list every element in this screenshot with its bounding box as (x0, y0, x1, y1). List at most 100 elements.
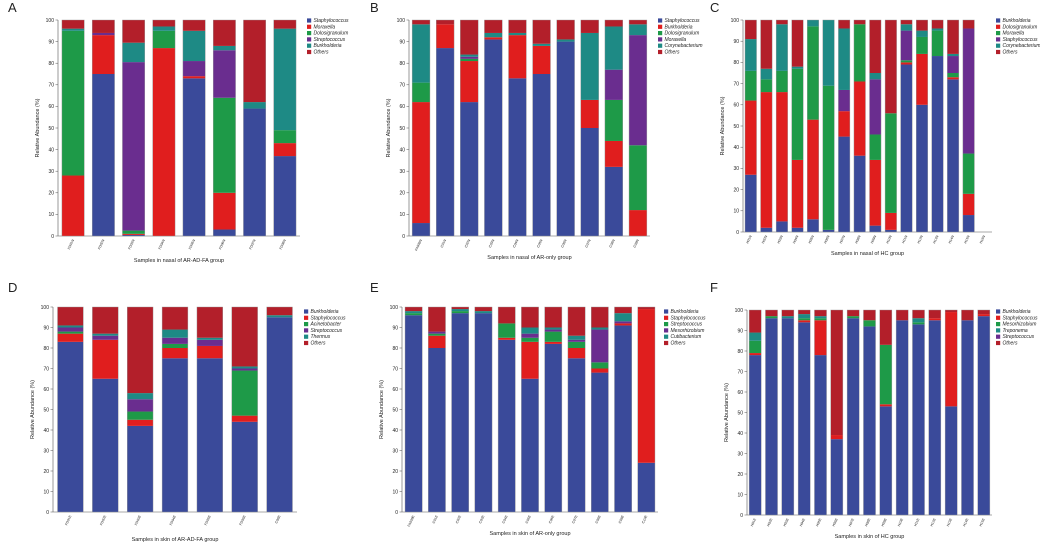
bar-segment-others (213, 20, 236, 46)
bar-segment-others (460, 20, 479, 55)
bar-segment-mesorhizobium (912, 322, 925, 325)
bar-segment-others (760, 20, 773, 69)
y-tick-label: 100 (390, 305, 399, 311)
bar-segment-staphylococcus (544, 341, 562, 344)
legend-swatch (307, 43, 312, 48)
bar-segment-thermus (127, 393, 154, 400)
legend-swatch (304, 328, 309, 333)
legend-label: Staphylococcus (314, 18, 350, 24)
bar-segment-staphylococcus (521, 341, 539, 379)
y-tick-label: 100 (735, 308, 744, 314)
y-tick-label: 40 (733, 145, 739, 151)
x-tick-label: FD01E (64, 514, 72, 526)
bar-segment-burkholderia (776, 221, 788, 232)
bar-outline (91, 19, 115, 237)
bar-segment-corynebacterium (760, 68, 773, 80)
bar-segment-mesorhizobium (879, 344, 892, 405)
y-axis-title: Relative Abundance (%) (386, 98, 392, 157)
bar-segment-others (243, 20, 266, 103)
bar-segment-others (580, 20, 599, 33)
bar-outline (912, 309, 925, 516)
y-tick-label: 60 (43, 387, 49, 393)
x-tick-label: H13N (932, 234, 940, 244)
bar-segment-burkholderia (580, 99, 599, 128)
chart-panel-e: E 0 10 20 30 40 50 60 70 80 90 100 Relative Abundanc… (370, 280, 706, 537)
bar-segment-dolosigranulum (122, 230, 145, 234)
bar-segment-staphylococcus (231, 415, 258, 422)
legend-label: Streptococcus (671, 322, 703, 328)
x-tick-label: H05E (815, 517, 823, 527)
y-tick-label: 70 (43, 366, 49, 372)
bar-segment-burkholderia (928, 320, 941, 515)
bar-segment-dolosigranulum (791, 159, 804, 228)
bar-segment-others (428, 307, 446, 332)
x-tick-label: FD03N (127, 238, 135, 250)
bar-segment-mesorhizobium (614, 321, 632, 324)
bar-outline (497, 306, 516, 513)
bar-segment-others (637, 307, 655, 310)
bar-outline (532, 19, 551, 237)
legend-swatch (304, 334, 309, 339)
bar-segment-streptococcus (498, 323, 516, 338)
x-tick-label: C08E (274, 514, 282, 524)
bar-segment-burkholderia (916, 104, 928, 232)
bar-segment-burkholderia (977, 316, 990, 515)
legend-label: Burkholderia (1003, 309, 1031, 315)
y-tick-label: 80 (48, 61, 54, 67)
bar-segment-corynebacterium (838, 28, 850, 90)
bar-segment-burkholderia (532, 45, 551, 74)
legend-label: Staphylococcus (671, 315, 707, 321)
bar-segment-burkholderia (127, 425, 154, 512)
bar-segment-burkholderia (521, 378, 539, 512)
bar-outline (846, 309, 860, 516)
legend-swatch (307, 49, 312, 55)
bar-segment-mesorhizobium (591, 329, 609, 363)
bar-segment-thermus (57, 325, 84, 328)
bar-segment-others (127, 307, 154, 394)
bar-segment-others (879, 310, 892, 345)
bar-segment-acinetobacter (162, 343, 188, 348)
bar-segment-others (521, 307, 539, 328)
bar-outline (182, 19, 206, 237)
bar-segment-moraxella (885, 113, 897, 213)
x-tick-label: C05E (525, 514, 533, 524)
bar-segment-mesorhizobium (567, 339, 586, 342)
bar-segment-others (92, 20, 115, 33)
bar-outline (760, 19, 773, 233)
bar-segment-others (791, 20, 804, 67)
legend-label: Dolosigranulum (314, 31, 349, 37)
bar-outline (196, 306, 223, 513)
bar-segment-others (508, 20, 527, 33)
y-tick-label: 30 (737, 451, 743, 457)
y-tick-label: 80 (43, 346, 49, 352)
bar-outline (436, 19, 455, 237)
y-tick-label: 100 (46, 18, 55, 24)
bar-segment-mesorhizobium (814, 318, 827, 321)
x-tick-label: C03E (478, 514, 486, 524)
x-tick-label: FD02E (99, 514, 107, 526)
bar-segment-streptococcus (521, 337, 539, 342)
x-tick-label: C10E (641, 514, 649, 524)
bar-segment-staphylococcus (637, 309, 655, 463)
bar-segment-burkholderia (604, 140, 623, 167)
bar-segment-dolosigranulum (152, 30, 176, 49)
bar-segment-burkholderia (853, 155, 866, 232)
legend-swatch (658, 43, 663, 48)
bar-segment-streptococcus (428, 333, 446, 336)
legend-swatch (304, 322, 309, 327)
bar-segment-burkholderia (436, 24, 455, 49)
bar-outline (273, 19, 297, 237)
bar-segment-staphylococcus (243, 108, 266, 236)
legend-label: Streptococcus (311, 328, 343, 334)
legend-swatch (304, 315, 309, 320)
bar-segment-staphylococcus (436, 48, 455, 236)
bar-segment-moraxella (629, 35, 647, 146)
bar-segment-burkholderia (931, 56, 944, 232)
y-tick-label: 0 (736, 230, 739, 236)
x-tick-label: H14N (948, 234, 956, 244)
bar-segment-dolosigranulum (947, 77, 959, 80)
legend-label: Others (311, 341, 327, 347)
bar-segment-corynebacterium (807, 20, 819, 27)
bar-segment-others (928, 310, 941, 319)
legend-swatch (658, 24, 663, 29)
